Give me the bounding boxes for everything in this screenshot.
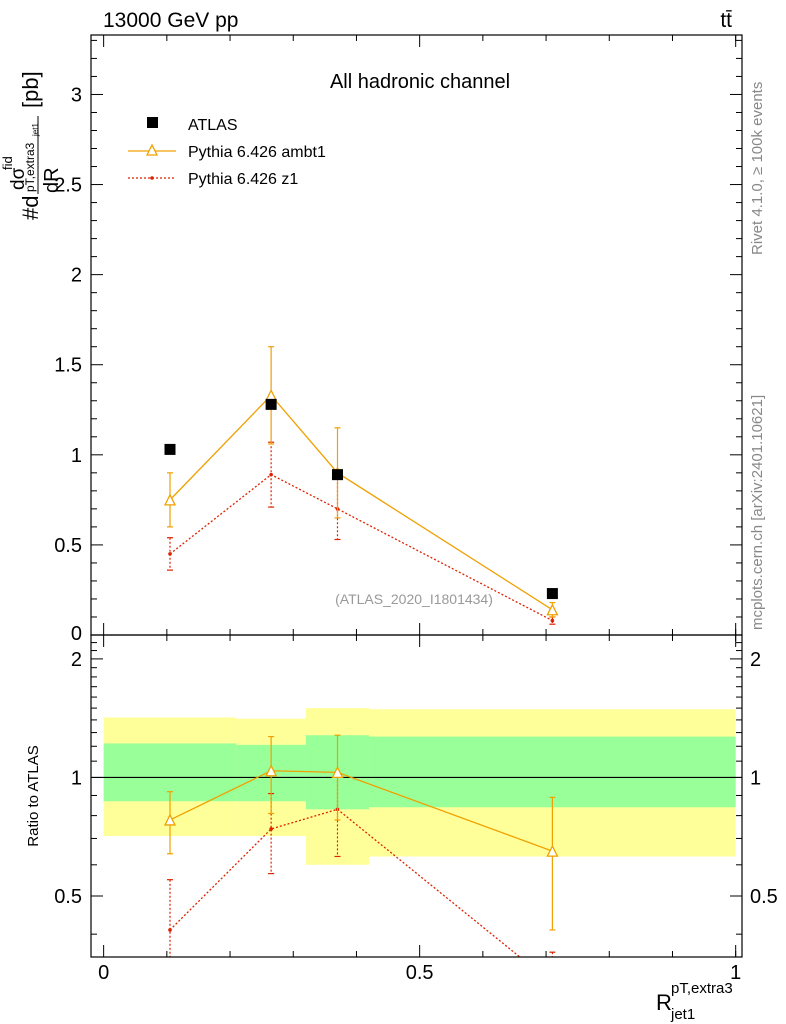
- main-y-axis-label: #d dσ fid pT,extra3 jet1 dR [pb]: [0, 71, 63, 220]
- main-ytick-label: 0.5: [54, 535, 82, 557]
- xlabel-sup: pT,extra3: [671, 980, 733, 997]
- main-axis-ticks: 0.5 1 1.5 2 2.5 3 0: [54, 35, 742, 645]
- main-z1-point: [168, 552, 172, 556]
- xlabel-base: R: [656, 990, 672, 1015]
- main-ytick-label: 2: [71, 265, 82, 287]
- main-ytick-label: 2.5: [54, 175, 82, 197]
- main-atlas-point: [331, 469, 343, 481]
- ylabel-denominator: dR: [41, 167, 63, 193]
- mcplots-label: mcplots.cern.ch [arXiv:2401.10621]: [749, 395, 766, 630]
- main-atlas-point: [164, 443, 176, 455]
- rivet-label: Rivet 4.1.0, ≥ 100k events: [749, 82, 766, 255]
- ratio-xtick-label: 0.5: [406, 962, 434, 984]
- main-atlas-point: [546, 588, 558, 600]
- main-ytick-label-zero: 0: [71, 623, 82, 645]
- ratio-line-ambt1: [169, 770, 553, 852]
- legend-label-z1: Pythia 6.426 z1: [188, 171, 298, 188]
- main-ambt1-point: [163, 493, 177, 506]
- main-panel: 0.5 1 1.5 2 2.5 3 0 All hadronic channel (ATLA…: [0, 34, 743, 645]
- ratio-ambt1-point: [265, 764, 278, 777]
- ratio-panel: 0.5 0.5 1 1 2 2 0 0.5 1 Ratio to ATLAS R pT,extr…: [25, 634, 778, 1023]
- ylabel-under-sub: jet1: [31, 123, 40, 137]
- analysis-label: (ATLAS_2020_I1801434): [335, 591, 493, 607]
- ratio-ytick-label: 0.5: [54, 886, 82, 908]
- ratio-ambt1-point: [546, 844, 559, 857]
- ratio-z1-point: [168, 928, 172, 932]
- main-line-z1: [169, 473, 553, 622]
- ratio-data-marks: [163, 734, 559, 986]
- ylabel-sigma: dσ: [8, 167, 29, 190]
- main-z1-point: [269, 472, 273, 477]
- xlabel-sub: jet1: [670, 1006, 695, 1023]
- ratio-z1-point: [269, 827, 273, 831]
- process-label: tt̄: [720, 9, 732, 32]
- plot-title: All hadronic channel: [330, 71, 510, 93]
- ratio-xtick-label: 0: [98, 962, 109, 984]
- main-ytick-label: 3: [71, 84, 82, 106]
- ratio-ambt1-point: [163, 813, 177, 826]
- ylabel-fid: fid: [0, 156, 15, 170]
- main-ambt1-point: [265, 388, 278, 402]
- main-z1-point: [550, 618, 555, 623]
- ratio-y-axis-label: Ratio to ATLAS: [25, 745, 42, 846]
- ratio-ytick-label: 2: [71, 649, 82, 671]
- ratio-ambt1-point: [331, 765, 344, 779]
- legend-marker-z1: [150, 176, 154, 180]
- main-data-marks: [163, 346, 559, 625]
- legend-marker-ambt1: [145, 143, 159, 156]
- ratio-frame: [90, 634, 743, 958]
- ratio-ytick-label: 1: [71, 767, 82, 789]
- legend-label-ambt1: Pythia 6.426 ambt1: [188, 144, 326, 161]
- main-atlas-point: [265, 398, 277, 410]
- ratio-axis-ticks: 0.5 0.5 1 1 2 2 0 0.5 1: [54, 635, 778, 984]
- main-ytick-label: 1: [71, 445, 82, 467]
- legend-label-atlas: ATLAS: [188, 117, 238, 134]
- legend-marker-atlas: [147, 117, 158, 128]
- legend: ATLAS Pythia 6.426 ambt1 Pythia 6.426 z1: [128, 117, 326, 188]
- ylabel-unit: [pb]: [18, 71, 43, 108]
- ylabel-under-sigma: pT,extra3: [23, 142, 37, 192]
- ratio-xtick-label: 1: [730, 962, 741, 984]
- ratio-ytick-label-right: 1: [750, 767, 761, 789]
- ylabel-prefix: #d: [18, 196, 43, 220]
- main-line-ambt1: [169, 394, 553, 611]
- main-ambt1-point: [546, 603, 559, 616]
- energy-label: 13000 GeV pp: [103, 9, 238, 32]
- ratio-band-inner: [369, 736, 736, 808]
- ratio-ytick-label-right: 0.5: [750, 886, 778, 908]
- ratio-uncertainty-bands: [91, 708, 742, 865]
- ratio-z1-point: [551, 982, 555, 986]
- ratio-line-z1: [169, 808, 521, 957]
- main-ytick-label: 1.5: [54, 355, 82, 377]
- x-axis-label: R pT,extra3 jet1: [656, 980, 733, 1023]
- ratio-ytick-label-right: 2: [750, 649, 761, 671]
